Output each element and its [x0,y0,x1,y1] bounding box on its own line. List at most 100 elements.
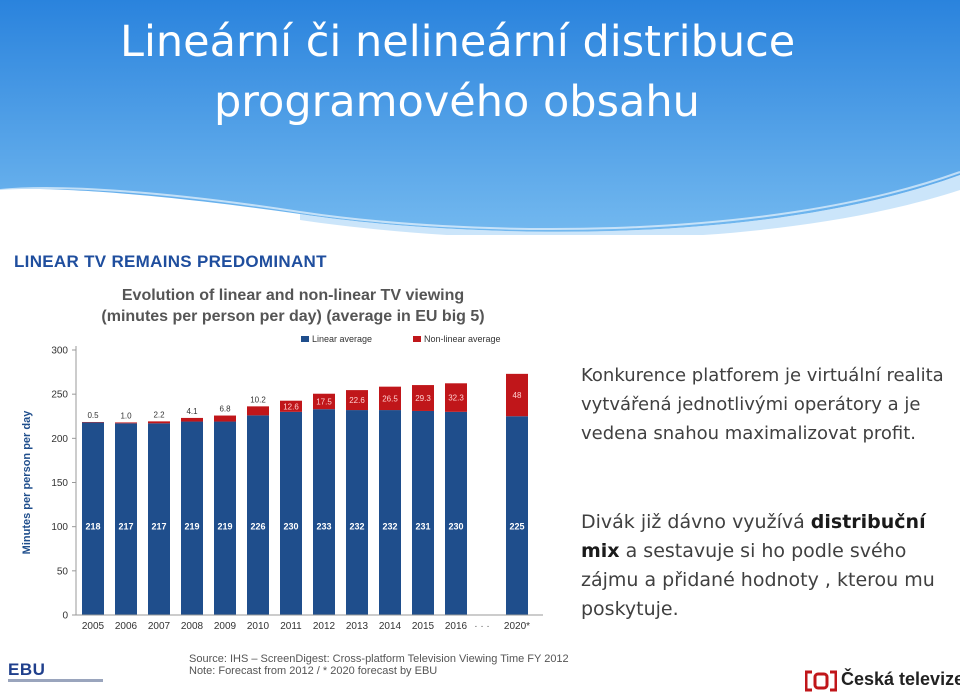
x-tick-label: 2016 [445,621,468,632]
bar-linear-value-label: 225 [509,522,524,532]
source-line2: Note: Forecast from 2012 / * 2020 foreca… [189,665,438,677]
bar-linear [247,415,269,615]
paragraph-viewer-bold: distribuční mix [581,511,926,562]
y-tick-label: 50 [57,566,69,577]
x-tick-label: 2014 [379,621,402,632]
ebu-logo-text: EBU [8,660,46,679]
bar-non-linear [445,383,467,412]
y-axis-label: Minutes per person per day [21,410,33,555]
bar-non-linear-value-label: 48 [513,391,522,400]
x-tick-label: 2013 [346,621,369,632]
bar-linear [445,411,467,615]
x-axis-gap-marker: · · · [474,621,490,632]
x-tick-label: 2010 [247,621,270,632]
bar-non-linear-value-label: 12.6 [283,402,299,411]
bar-linear [412,410,434,615]
bar-non-linear [280,400,302,412]
x-tick-label: 2015 [412,621,435,632]
bar-non-linear-value-label: 1.0 [120,411,132,420]
bar-non-linear [379,386,401,411]
x-tick-label: 2008 [181,621,204,632]
paragraph-viewer-start: Divák již dávno využívá [581,511,811,533]
bar-linear [82,422,104,615]
bar-linear-value-label: 230 [283,522,298,532]
bar-linear [214,421,236,615]
ceska-televize-logo-text: Česká televize [841,669,960,689]
chart-title-line2: (minutes per person per day) (average in… [101,308,485,325]
bar-linear [313,409,335,615]
slide-title: Lineární či nelineární distribuce progra… [120,12,920,132]
title-band-background [0,0,960,235]
chart-title: Evolution of linear and non-linear TV vi… [58,285,528,327]
bar-non-linear-value-label: 22.6 [349,396,365,405]
bar-linear-value-label: 219 [184,522,199,532]
bar-non-linear-value-label: 10.2 [250,395,266,404]
bar-non-linear-value-label: 17.5 [316,397,332,406]
bar-non-linear-value-label: 4.1 [186,407,198,416]
ceska-televize-logo: Česká televize [805,667,960,694]
bar-linear-value-label: 232 [349,522,364,532]
ceska-televize-logo-icon [805,670,837,692]
bar-linear-value-label: 218 [85,522,100,532]
y-tick-label: 150 [51,478,68,489]
paragraph-competition: Konkurence platforem je virtuální realit… [581,365,944,444]
legend-linear-swatch [301,336,309,342]
bar-non-linear [214,415,236,422]
bar-linear-value-label: 219 [217,522,232,532]
chart-title-line1: Evolution of linear and non-linear TV vi… [121,287,465,304]
bar-linear-value-label: 232 [382,522,397,532]
legend-non-linear-swatch [413,336,421,342]
bar-non-linear-value-label: 26.5 [382,394,398,403]
y-tick-label: 100 [51,522,68,533]
bar-non-linear-value-label: 6.8 [219,405,231,414]
y-tick-label: 0 [62,611,68,622]
bar-linear-value-label: 217 [118,522,133,532]
title-band: Lineární či nelineární distribuce progra… [0,0,960,235]
bar-linear [346,410,368,615]
legend-linear-label: Linear average [312,334,372,344]
paragraph-viewer-end: a sestavuje si ho podle svého zájmu a př… [581,540,935,620]
bar-non-linear [506,373,528,417]
bar-linear [181,421,203,615]
bar-non-linear [346,390,368,411]
x-tick-label: 2020* [504,621,530,632]
chart-headline: LINEAR TV REMAINS PREDOMINANT [14,252,327,271]
paragraph-viewer: Divák již dávno využívá distribuční mix … [581,508,949,624]
y-tick-label: 300 [51,346,68,357]
legend-non-linear-label: Non-linear average [424,334,501,344]
bar-linear [115,423,137,615]
bar-linear-value-label: 226 [250,522,265,532]
bar-linear-value-label: 233 [316,522,331,532]
bar-linear-value-label: 217 [151,522,166,532]
bar-non-linear-value-label: 0.5 [87,411,99,420]
x-tick-label: 2012 [313,621,336,632]
bar-linear [379,410,401,615]
y-tick-label: 250 [51,390,68,401]
slide-title-line2: programového obsahu [214,77,700,127]
bar-non-linear [148,421,170,424]
chart-source-note: Source: IHS – ScreenDigest: Cross-platfo… [189,653,569,677]
y-tick-label: 200 [51,434,68,445]
stacked-bar-chart: Minutes per person per day 0 50 100 150 200 25… [21,334,543,632]
x-tick-label: 2009 [214,621,237,632]
x-tick-label: 2011 [280,621,302,632]
chart-image: LINEAR TV REMAINS PREDOMINANT Evolution … [8,248,568,688]
x-tick-label: 2006 [115,621,138,632]
bar-non-linear-value-label: 29.3 [415,394,431,403]
bar-non-linear-value-label: 2.2 [153,410,165,419]
bar-linear [148,423,170,615]
bar-non-linear [115,422,137,424]
ebu-logo-subline [8,679,103,682]
slide-title-line1: Lineární či nelineární distribuce [120,17,796,67]
source-line1: Source: IHS – ScreenDigest: Cross-platfo… [189,653,569,665]
x-tick-label: 2005 [82,621,105,632]
bar-non-linear [412,385,434,411]
bar-non-linear [313,393,335,410]
x-tick-label: 2007 [148,621,171,632]
bar-non-linear [181,417,203,422]
bar-non-linear [247,406,269,416]
bar-linear-value-label: 230 [448,522,463,532]
bar-non-linear-value-label: 32.3 [448,394,464,403]
bar-linear [280,411,302,615]
bar-linear-value-label: 231 [415,522,430,532]
